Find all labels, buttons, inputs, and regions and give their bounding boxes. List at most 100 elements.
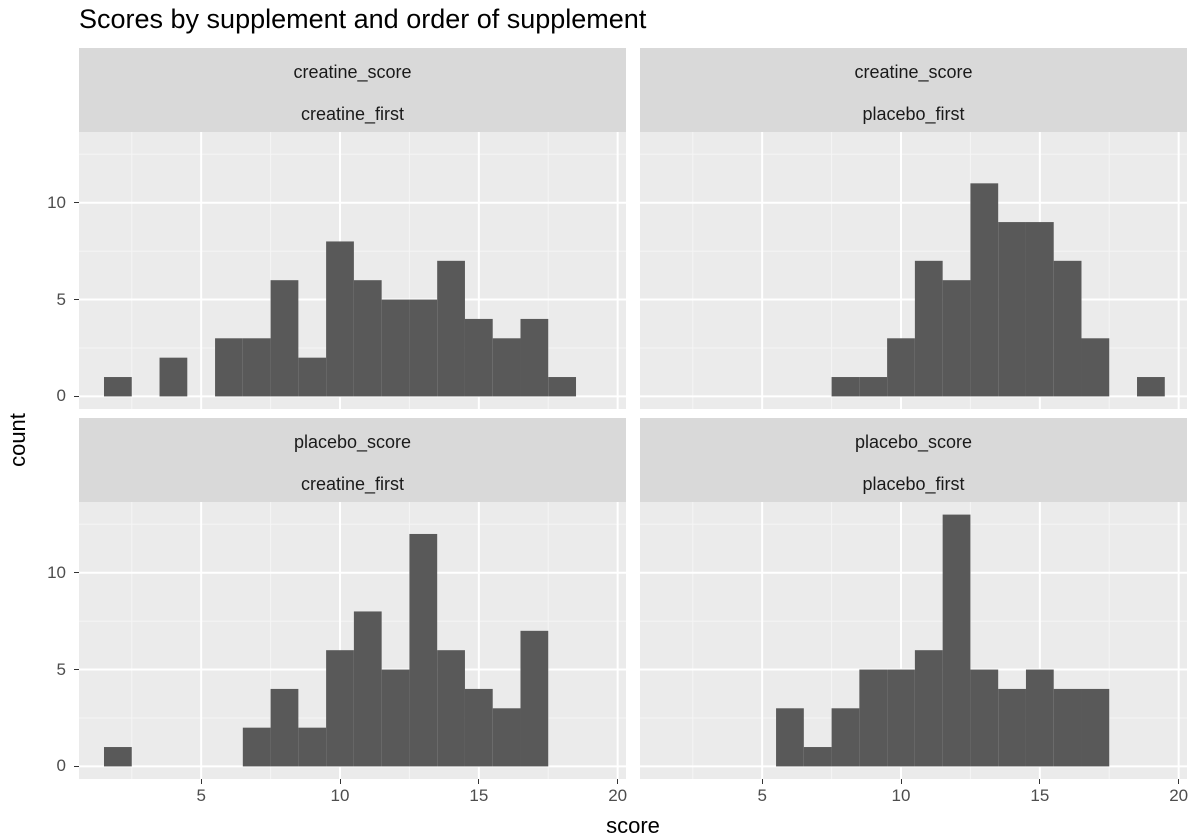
histogram-bar [1025, 222, 1054, 397]
x-axis-label: score [606, 813, 660, 838]
histogram-bar [1053, 688, 1082, 767]
histogram-bar [1137, 377, 1165, 397]
y-axis-label: count [5, 413, 30, 467]
x-tick-label: 10 [891, 786, 911, 805]
histogram-bar [887, 338, 915, 397]
y-tick-label: 0 [56, 386, 66, 406]
x-tick-mark [200, 779, 202, 784]
plot-svg [79, 502, 626, 779]
x-tick-mark [1039, 779, 1041, 784]
histogram-bar [548, 377, 577, 397]
histogram-bar [298, 727, 327, 767]
histogram-bar [887, 669, 915, 767]
histogram-bar [159, 357, 188, 397]
plot-area [640, 132, 1187, 409]
histogram-bar [970, 669, 999, 767]
y-tick-mark [74, 765, 79, 767]
x-tick-label: 20 [1169, 786, 1189, 805]
histogram-bar [464, 688, 493, 767]
y-tick-mark [74, 669, 79, 671]
facet-panel: creatine_score placebo_first [640, 48, 1187, 409]
histogram-bar [970, 183, 999, 397]
facet-strip: creatine_score placebo_first [640, 48, 1187, 132]
chart-title: Scores by supplement and order of supple… [79, 4, 647, 34]
histogram-bar [859, 669, 888, 767]
y-tick-label: 10 [47, 192, 66, 212]
histogram-bar [242, 727, 271, 767]
histogram-bar [326, 241, 354, 397]
facet-row-label: placebo_score [293, 432, 412, 452]
histogram-bar [1025, 669, 1054, 767]
facet-panel: creatine_score creatine_first [79, 48, 626, 409]
facet-panel: placebo_score placebo_first [640, 418, 1187, 779]
x-tick-mark [1178, 779, 1180, 784]
y-tick-label: 5 [56, 659, 66, 679]
plot-area [640, 502, 1187, 779]
histogram-bar [859, 377, 888, 397]
histogram-bar [831, 377, 860, 397]
histogram-bar [831, 708, 860, 767]
x-tick-label: 15 [1030, 786, 1050, 805]
histogram-bar [492, 338, 521, 397]
y-tick-mark [74, 202, 79, 204]
y-tick-label: 5 [56, 289, 66, 309]
y-tick-mark [74, 299, 79, 301]
histogram-bar [381, 669, 410, 767]
histogram-bar [1081, 338, 1110, 397]
histogram-bar [998, 222, 1026, 397]
histogram-bar [942, 280, 971, 397]
histogram-bar [215, 338, 243, 397]
facet-row-label: creatine_score [854, 62, 973, 82]
x-tick-mark [900, 779, 902, 784]
histogram-bar [464, 318, 493, 397]
y-tick-label: 0 [56, 756, 66, 776]
x-tick-label: 15 [469, 786, 489, 805]
x-tick-label: 10 [330, 786, 350, 805]
histogram-bar [1053, 260, 1082, 397]
facet-strip: creatine_score creatine_first [79, 48, 626, 132]
histogram-bar [1081, 688, 1110, 767]
histogram-bar [326, 650, 354, 767]
histogram-bar [437, 650, 465, 767]
x-tick-mark [339, 779, 341, 784]
x-tick-label: 20 [608, 786, 628, 805]
histogram-bar [914, 650, 943, 767]
histogram-bar [803, 747, 832, 767]
histogram-bar [942, 514, 971, 767]
histogram-bar [998, 688, 1026, 767]
x-tick-label: 5 [757, 786, 767, 805]
plot-svg [640, 132, 1187, 409]
histogram-bar [409, 299, 438, 397]
histogram-bar [353, 280, 382, 397]
facet-strip: placebo_score placebo_first [640, 418, 1187, 502]
x-tick-mark [761, 779, 763, 784]
x-tick-mark [617, 779, 619, 784]
histogram-bar [492, 708, 521, 767]
facet-col-label: placebo_first [862, 474, 965, 494]
histogram-bar [381, 299, 410, 397]
facet-col-label: creatine_first [300, 104, 405, 124]
histogram-bar [409, 533, 438, 767]
histogram-bar [353, 611, 382, 767]
histogram-bar [242, 338, 271, 397]
facet-row-label: placebo_score [854, 432, 973, 452]
facet-col-label: creatine_first [300, 474, 405, 494]
facet-col-label: placebo_first [862, 104, 965, 124]
histogram-bar [298, 357, 327, 397]
facet-strip: placebo_score creatine_first [79, 418, 626, 502]
y-tick-label: 10 [47, 562, 66, 582]
histogram-bar [914, 260, 943, 397]
histogram-bar [270, 688, 299, 767]
histogram-bar [270, 280, 299, 397]
plot-svg [79, 132, 626, 409]
histogram-bar [103, 747, 132, 767]
plot-area [79, 132, 626, 409]
x-tick-label: 5 [196, 786, 206, 805]
y-tick-mark [74, 572, 79, 574]
histogram-bar [437, 260, 465, 397]
facet-row-label: creatine_score [293, 62, 412, 82]
plot-svg [640, 502, 1187, 779]
y-tick-mark [74, 395, 79, 397]
histogram-bar [103, 377, 132, 397]
histogram-bar [520, 318, 549, 397]
